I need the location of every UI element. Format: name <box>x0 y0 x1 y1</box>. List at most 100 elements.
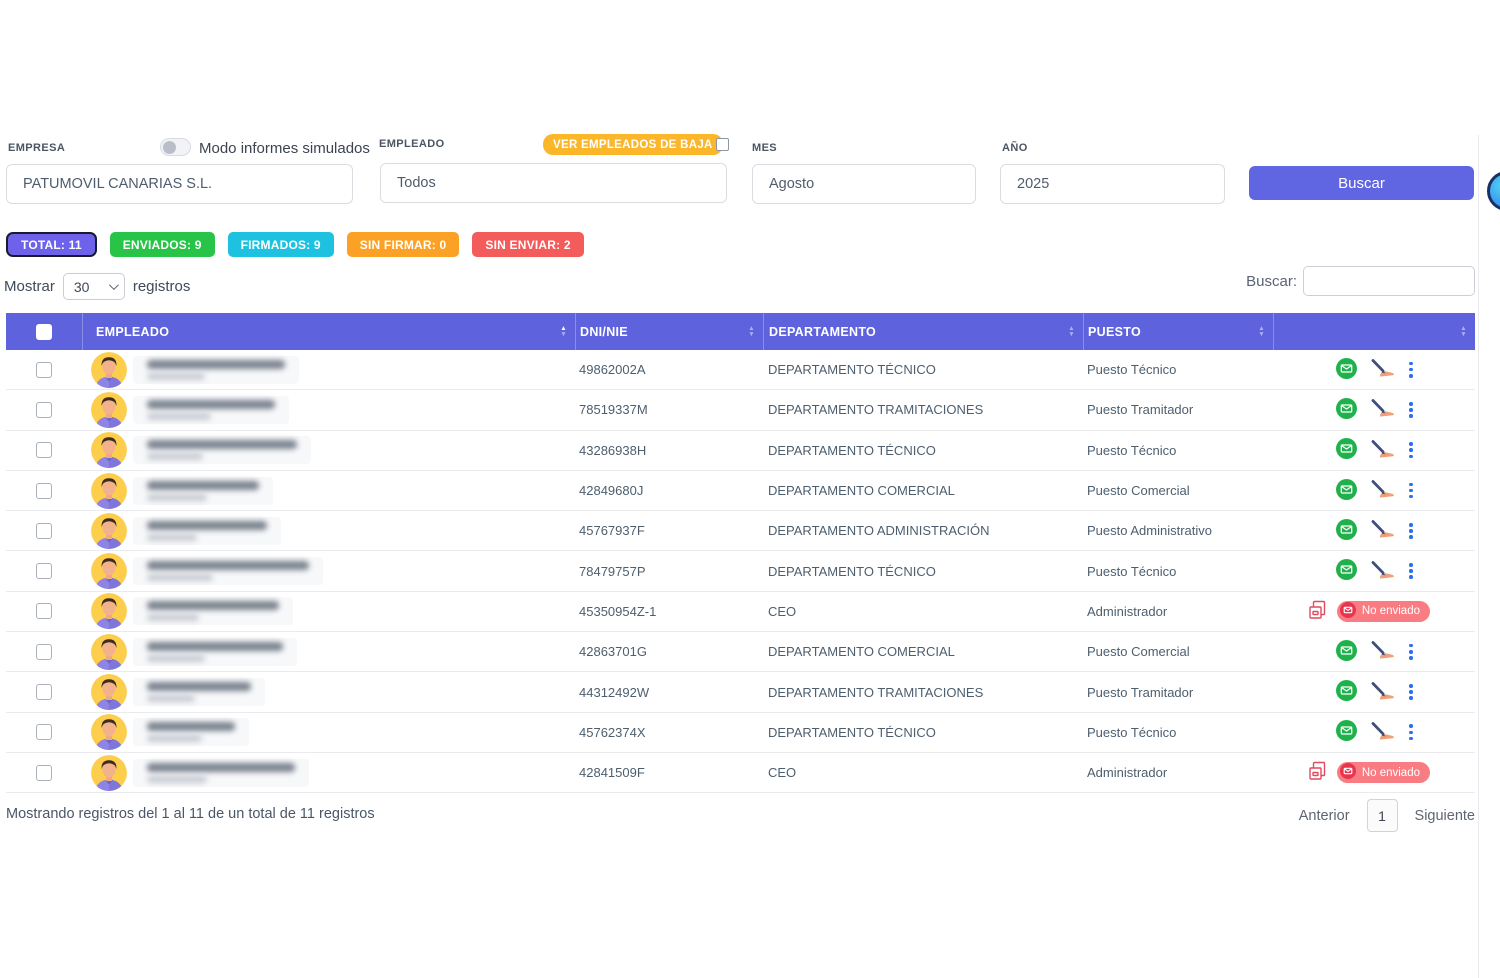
badge-total[interactable]: TOTAL: 11 <box>6 232 97 257</box>
empleado-select[interactable]: Todos <box>380 163 727 203</box>
sort-icon[interactable]: ▲ ▼ <box>1460 324 1467 338</box>
table-row: 42863701G DEPARTAMENTO COMERCIAL Puesto … <box>6 632 1475 673</box>
departamento-value: DEPARTAMENTO TRAMITACIONES <box>768 402 984 418</box>
departamento-value: DEPARTAMENTO ADMINISTRACIÓN <box>768 523 990 539</box>
row-menu-icon[interactable] <box>1409 442 1413 459</box>
siguiente-button[interactable]: Siguiente <box>1414 807 1475 824</box>
not-sent-document-icon[interactable] <box>1307 599 1329 624</box>
signature-icon[interactable] <box>1370 681 1396 704</box>
row-checkbox[interactable] <box>36 603 52 620</box>
sent-mail-icon[interactable] <box>1336 438 1358 462</box>
search-input[interactable] <box>1303 266 1475 296</box>
dni-value: 42841509F <box>579 765 645 781</box>
select-all-checkbox[interactable] <box>36 323 52 340</box>
sent-mail-icon[interactable] <box>1336 397 1358 422</box>
row-checkbox[interactable] <box>36 482 52 499</box>
sent-mail-icon[interactable] <box>1336 559 1358 583</box>
ano-value: 2025 <box>1017 176 1050 192</box>
signature-icon[interactable] <box>1370 398 1396 421</box>
row-menu-icon[interactable] <box>1409 643 1413 660</box>
puesto-value: Puesto Comercial <box>1087 644 1190 660</box>
page-size-select[interactable]: 30 <box>62 273 125 300</box>
row-checkbox[interactable] <box>36 643 52 660</box>
sent-mail-icon[interactable] <box>1336 357 1358 382</box>
sent-mail-icon[interactable] <box>1336 680 1358 704</box>
signature-icon[interactable] <box>1370 358 1396 381</box>
badge-sin-firmar[interactable]: SIN FIRMAR: 0 <box>346 232 460 257</box>
row-checkbox[interactable] <box>36 684 52 701</box>
row-menu-icon[interactable] <box>1409 361 1413 378</box>
header-dni[interactable]: DNI/NIE ▲ ▼ <box>575 313 763 350</box>
row-checkbox[interactable] <box>36 563 52 580</box>
badge-sin-enviar[interactable]: SIN ENVIAR: 2 <box>472 232 584 257</box>
row-menu-icon[interactable] <box>1409 522 1413 539</box>
row-menu-icon[interactable] <box>1409 563 1413 580</box>
sent-mail-icon[interactable] <box>1336 518 1358 543</box>
floating-widget-button[interactable] <box>1487 171 1500 211</box>
signature-icon[interactable] <box>1370 560 1396 583</box>
puesto-value: Puesto Administrativo <box>1087 523 1213 539</box>
header-empleado[interactable]: EMPLEADO ▲ ▼ <box>82 313 575 350</box>
badge-enviados[interactable]: ENVIADOS: 9 <box>109 232 215 257</box>
row-menu-icon[interactable] <box>1409 482 1413 499</box>
not-sent-document-icon[interactable] <box>1307 760 1329 785</box>
empresa-select[interactable]: PATUMOVIL CANARIAS S.L. <box>6 164 353 204</box>
table-row: 42841509F CEO Administrador <box>6 752 1475 794</box>
employee-name-redacted <box>133 678 265 707</box>
simulated-reports-toggle[interactable] <box>160 138 191 156</box>
puesto-value: Puesto Comercial <box>1087 483 1190 499</box>
sort-icon[interactable]: ▲ ▼ <box>560 324 567 338</box>
sort-icon[interactable]: ▲ ▼ <box>1068 324 1075 338</box>
sort-icon[interactable]: ▲ ▼ <box>1258 324 1265 338</box>
signature-icon[interactable] <box>1370 519 1396 542</box>
row-menu-icon[interactable] <box>1409 684 1413 700</box>
employees-table: EMPLEADO ▲ ▼ DNI/NIE ▲ ▼ DEPARTAMENTO ▲ ▼ P… <box>6 313 1475 794</box>
signature-icon[interactable] <box>1370 640 1396 663</box>
row-checkbox[interactable] <box>36 764 52 781</box>
toggle-knob <box>163 140 176 154</box>
sent-mail-icon[interactable] <box>1336 720 1358 744</box>
ano-select[interactable]: 2025 <box>1000 164 1225 204</box>
departamento-value: DEPARTAMENTO COMERCIAL <box>768 644 955 660</box>
row-menu-icon[interactable] <box>1409 724 1413 741</box>
puesto-value: Puesto Tramitador <box>1087 684 1194 700</box>
buscar-button[interactable]: Buscar <box>1249 166 1474 200</box>
row-checkbox[interactable] <box>36 401 52 418</box>
chevron-down-icon <box>108 280 119 291</box>
sent-mail-icon[interactable] <box>1336 639 1358 664</box>
puesto-value: Puesto Técnico <box>1087 724 1177 740</box>
row-checkbox[interactable] <box>36 442 52 459</box>
row-checkbox[interactable] <box>36 361 52 378</box>
signature-icon[interactable] <box>1370 479 1396 502</box>
avatar <box>91 633 127 670</box>
registros-label: registros <box>132 278 191 295</box>
signature-icon[interactable] <box>1370 721 1396 744</box>
dni-value: 42863701G <box>579 644 647 660</box>
ver-empleados-baja-checkbox[interactable] <box>716 138 729 151</box>
mostrar-label: Mostrar <box>4 278 55 295</box>
dni-value: 78519337M <box>579 402 648 418</box>
avatar <box>91 593 127 630</box>
mes-select[interactable]: Agosto <box>752 164 976 204</box>
header-departamento[interactable]: DEPARTAMENTO ▲ ▼ <box>763 313 1083 350</box>
signature-icon[interactable] <box>1370 439 1396 462</box>
departamento-value: CEO <box>768 765 797 781</box>
anterior-button[interactable]: Anterior <box>1298 807 1350 824</box>
sent-mail-icon[interactable] <box>1336 478 1358 503</box>
header-puesto[interactable]: PUESTO ▲ ▼ <box>1083 313 1273 350</box>
avatar <box>91 351 127 388</box>
header-actions[interactable]: ▲ ▼ <box>1273 313 1475 350</box>
employee-name-redacted <box>133 355 299 384</box>
table-row: 49862002A DEPARTAMENTO TÉCNICO Puesto Té… <box>6 350 1475 391</box>
page-size-value: 30 <box>73 278 90 295</box>
page-number-button[interactable]: 1 <box>1366 799 1398 832</box>
sort-icon[interactable]: ▲ ▼ <box>748 324 755 338</box>
row-checkbox[interactable] <box>36 522 52 539</box>
departamento-value: DEPARTAMENTO TÉCNICO <box>768 442 936 458</box>
departamento-value: DEPARTAMENTO COMERCIAL <box>768 483 955 499</box>
row-menu-icon[interactable] <box>1409 402 1413 418</box>
row-checkbox[interactable] <box>36 724 52 741</box>
avatar <box>91 714 127 751</box>
badge-firmados[interactable]: FIRMADOS: 9 <box>227 232 334 257</box>
puesto-value: Administrador <box>1087 765 1168 781</box>
